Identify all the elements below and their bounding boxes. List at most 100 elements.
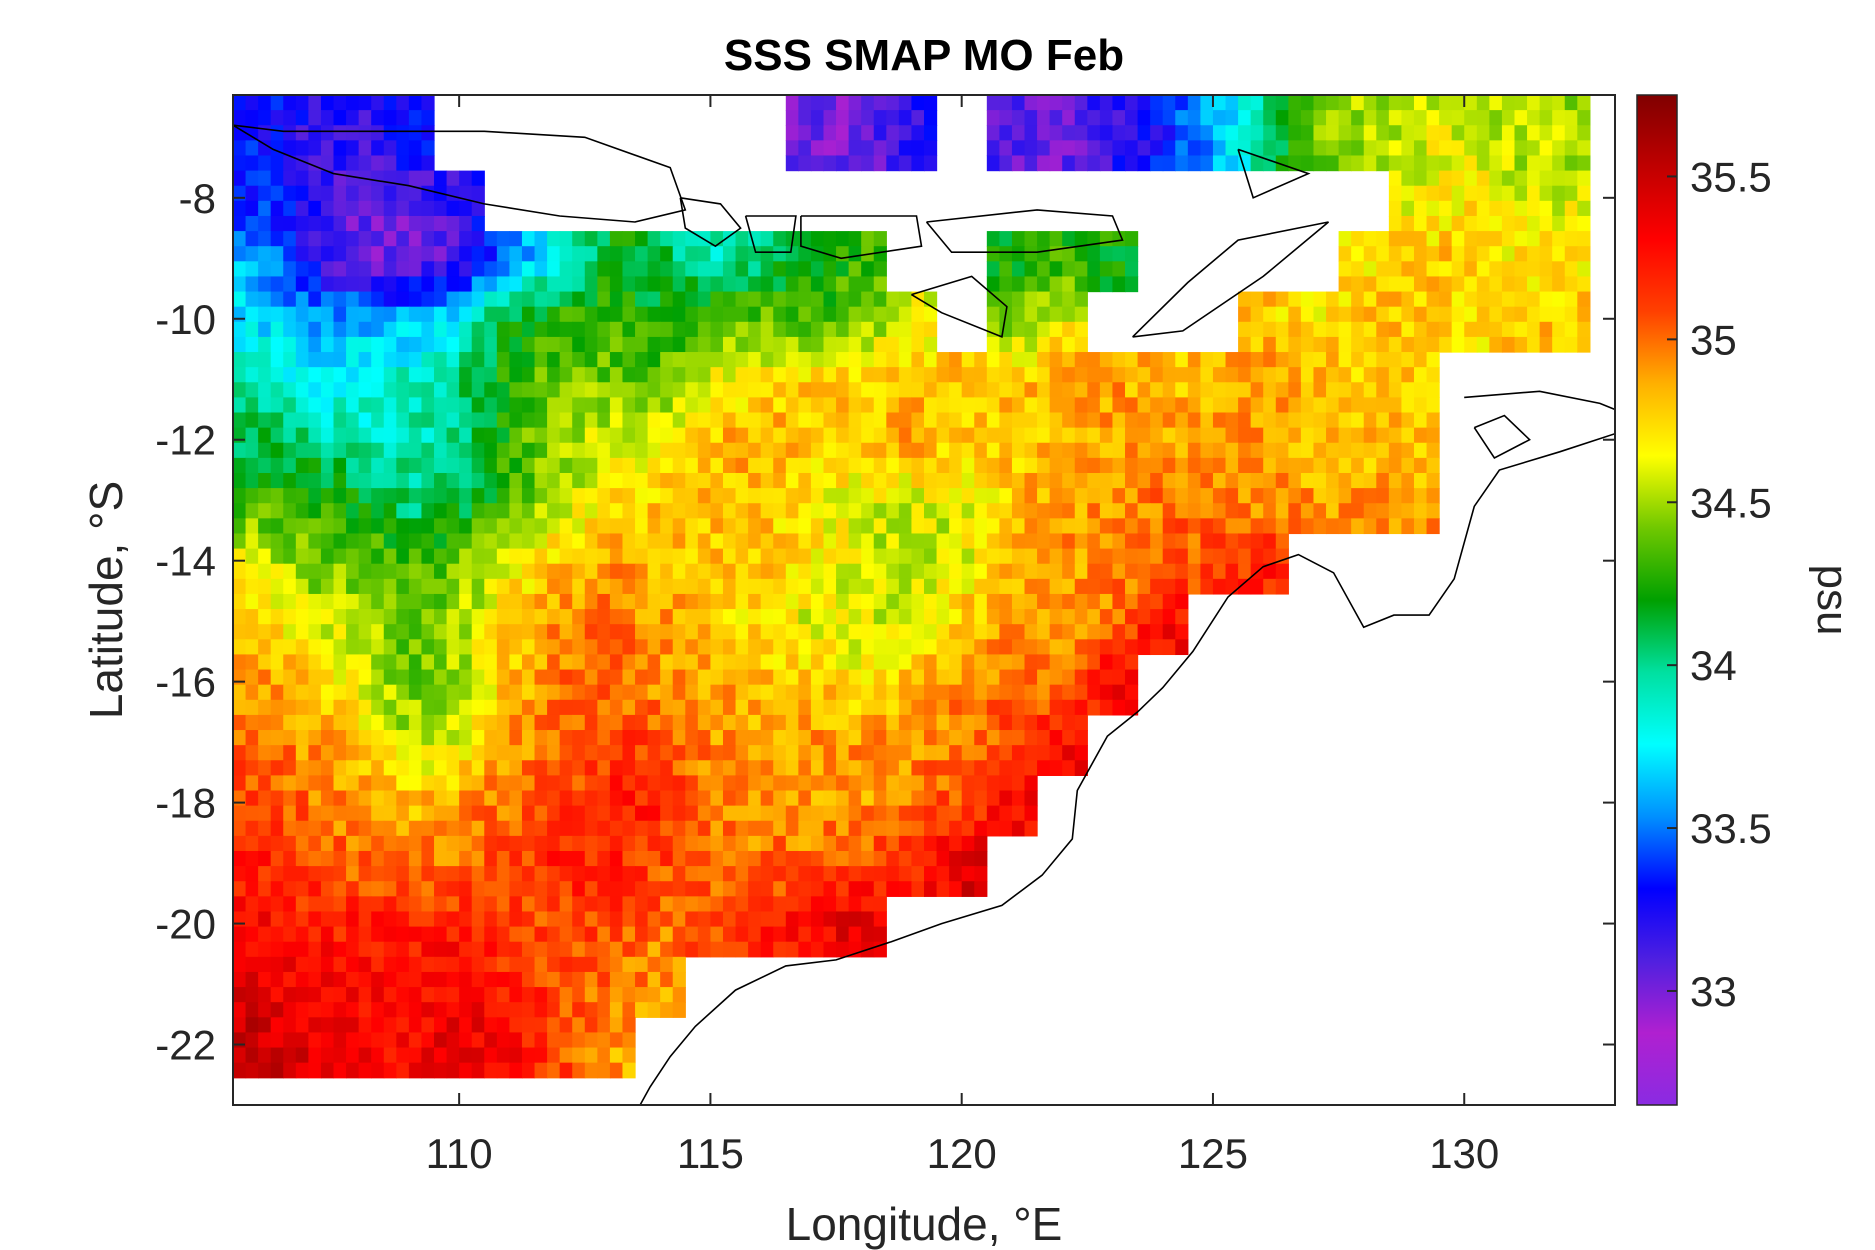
heatmap-cell [773,896,787,913]
heatmap-cell [496,745,510,761]
heatmap-cell [735,760,749,776]
heatmap-cell [1024,336,1038,353]
heatmap-cell [358,1047,372,1064]
heatmap-cell [1527,155,1541,172]
heatmap-cell [459,987,473,1003]
heatmap-cell [1087,503,1101,519]
heatmap-cell [609,956,624,973]
heatmap-cell [371,155,385,172]
heatmap-cell [1238,518,1252,535]
heatmap-cell [735,896,749,913]
heatmap-cell [1376,472,1390,489]
heatmap-cell [521,442,536,459]
heatmap-cell [1011,397,1026,414]
heatmap-cell [1112,155,1126,172]
heatmap-cell [735,261,749,278]
heatmap-cell [660,412,674,429]
heatmap-cell [597,684,611,701]
heatmap-cell [1300,442,1315,459]
heatmap-cell [986,699,1000,716]
heatmap-cell [672,730,686,746]
heatmap-cell [848,533,862,550]
heatmap-cell [710,760,724,776]
heatmap-cell [245,896,259,913]
heatmap-cell [710,457,724,474]
heatmap-cell [245,775,259,792]
heatmap-cell [434,518,448,535]
heatmap-cell [1125,503,1139,519]
heatmap-cell [974,382,988,398]
heatmap-cell [245,790,259,807]
heatmap-cell [986,805,1000,822]
heatmap-cell [810,760,825,776]
heatmap-cell [295,246,309,262]
heatmap-cell [697,639,712,656]
heatmap-cell [396,503,410,519]
heatmap-cell [1162,412,1176,429]
heatmap-cell [233,200,247,217]
heatmap-cell [371,125,385,141]
heatmap-cell [1326,382,1340,398]
heatmap-cell [924,140,938,157]
heatmap-cell [559,624,573,640]
heatmap-cell [823,609,837,625]
heatmap-cell [1225,533,1239,550]
heatmap-cell [1439,140,1453,157]
heatmap-cell [521,684,536,701]
heatmap-cell [823,760,837,776]
heatmap-cell [547,911,561,928]
heatmap-cell [1187,472,1201,489]
heatmap-cell [270,654,284,671]
heatmap-cell [1162,140,1176,157]
heatmap-cell [320,488,335,504]
heatmap-cell [911,745,925,761]
heatmap-cell [848,488,862,504]
x-tick-label: 130 [1429,1130,1499,1177]
heatmap-cell [1263,382,1277,398]
heatmap-cell [1011,669,1026,686]
heatmap-cell [1388,95,1403,111]
heatmap-cell [1426,442,1440,459]
heatmap-cell [496,609,510,625]
heatmap-cell [597,412,611,429]
heatmap-cell [710,835,724,852]
heatmap-cell [496,472,510,489]
heatmap-cell [484,654,498,671]
heatmap-cell [974,593,988,610]
heatmap-cell [798,745,812,761]
heatmap-cell [1062,609,1076,625]
heatmap-cell [1011,306,1026,323]
heatmap-cell [961,730,975,746]
heatmap-cell [986,624,1000,640]
heatmap-cell [1074,684,1088,701]
heatmap-cell [396,261,410,278]
heatmap-cell [773,730,787,746]
heatmap-cell [609,1002,624,1018]
heatmap-cell [534,775,548,792]
heatmap-cell [597,563,611,580]
heatmap-cell [283,140,297,157]
heatmap-cell [898,382,913,398]
heatmap-cell [283,548,297,565]
heatmap-cell [421,699,435,716]
heatmap-cell [1112,457,1126,474]
heatmap-cell [622,231,636,247]
heatmap-cell [1011,442,1026,459]
heatmap-cell [559,412,573,429]
heatmap-cell [785,548,799,565]
heatmap-cell [346,533,360,550]
heatmap-cell [421,533,435,550]
heatmap-cell [1238,95,1252,111]
heatmap-cell [547,1017,561,1034]
heatmap-cell [1150,639,1164,656]
heatmap-cell [873,231,887,247]
heatmap-cell [233,775,247,792]
heatmap-cell [647,911,661,928]
heatmap-cell [974,397,988,414]
heatmap-cell [421,593,435,610]
heatmap-cell [559,714,573,731]
heatmap-cell [521,231,536,247]
heatmap-cell [672,503,686,519]
heatmap-cell [597,457,611,474]
heatmap-cell [584,790,598,807]
